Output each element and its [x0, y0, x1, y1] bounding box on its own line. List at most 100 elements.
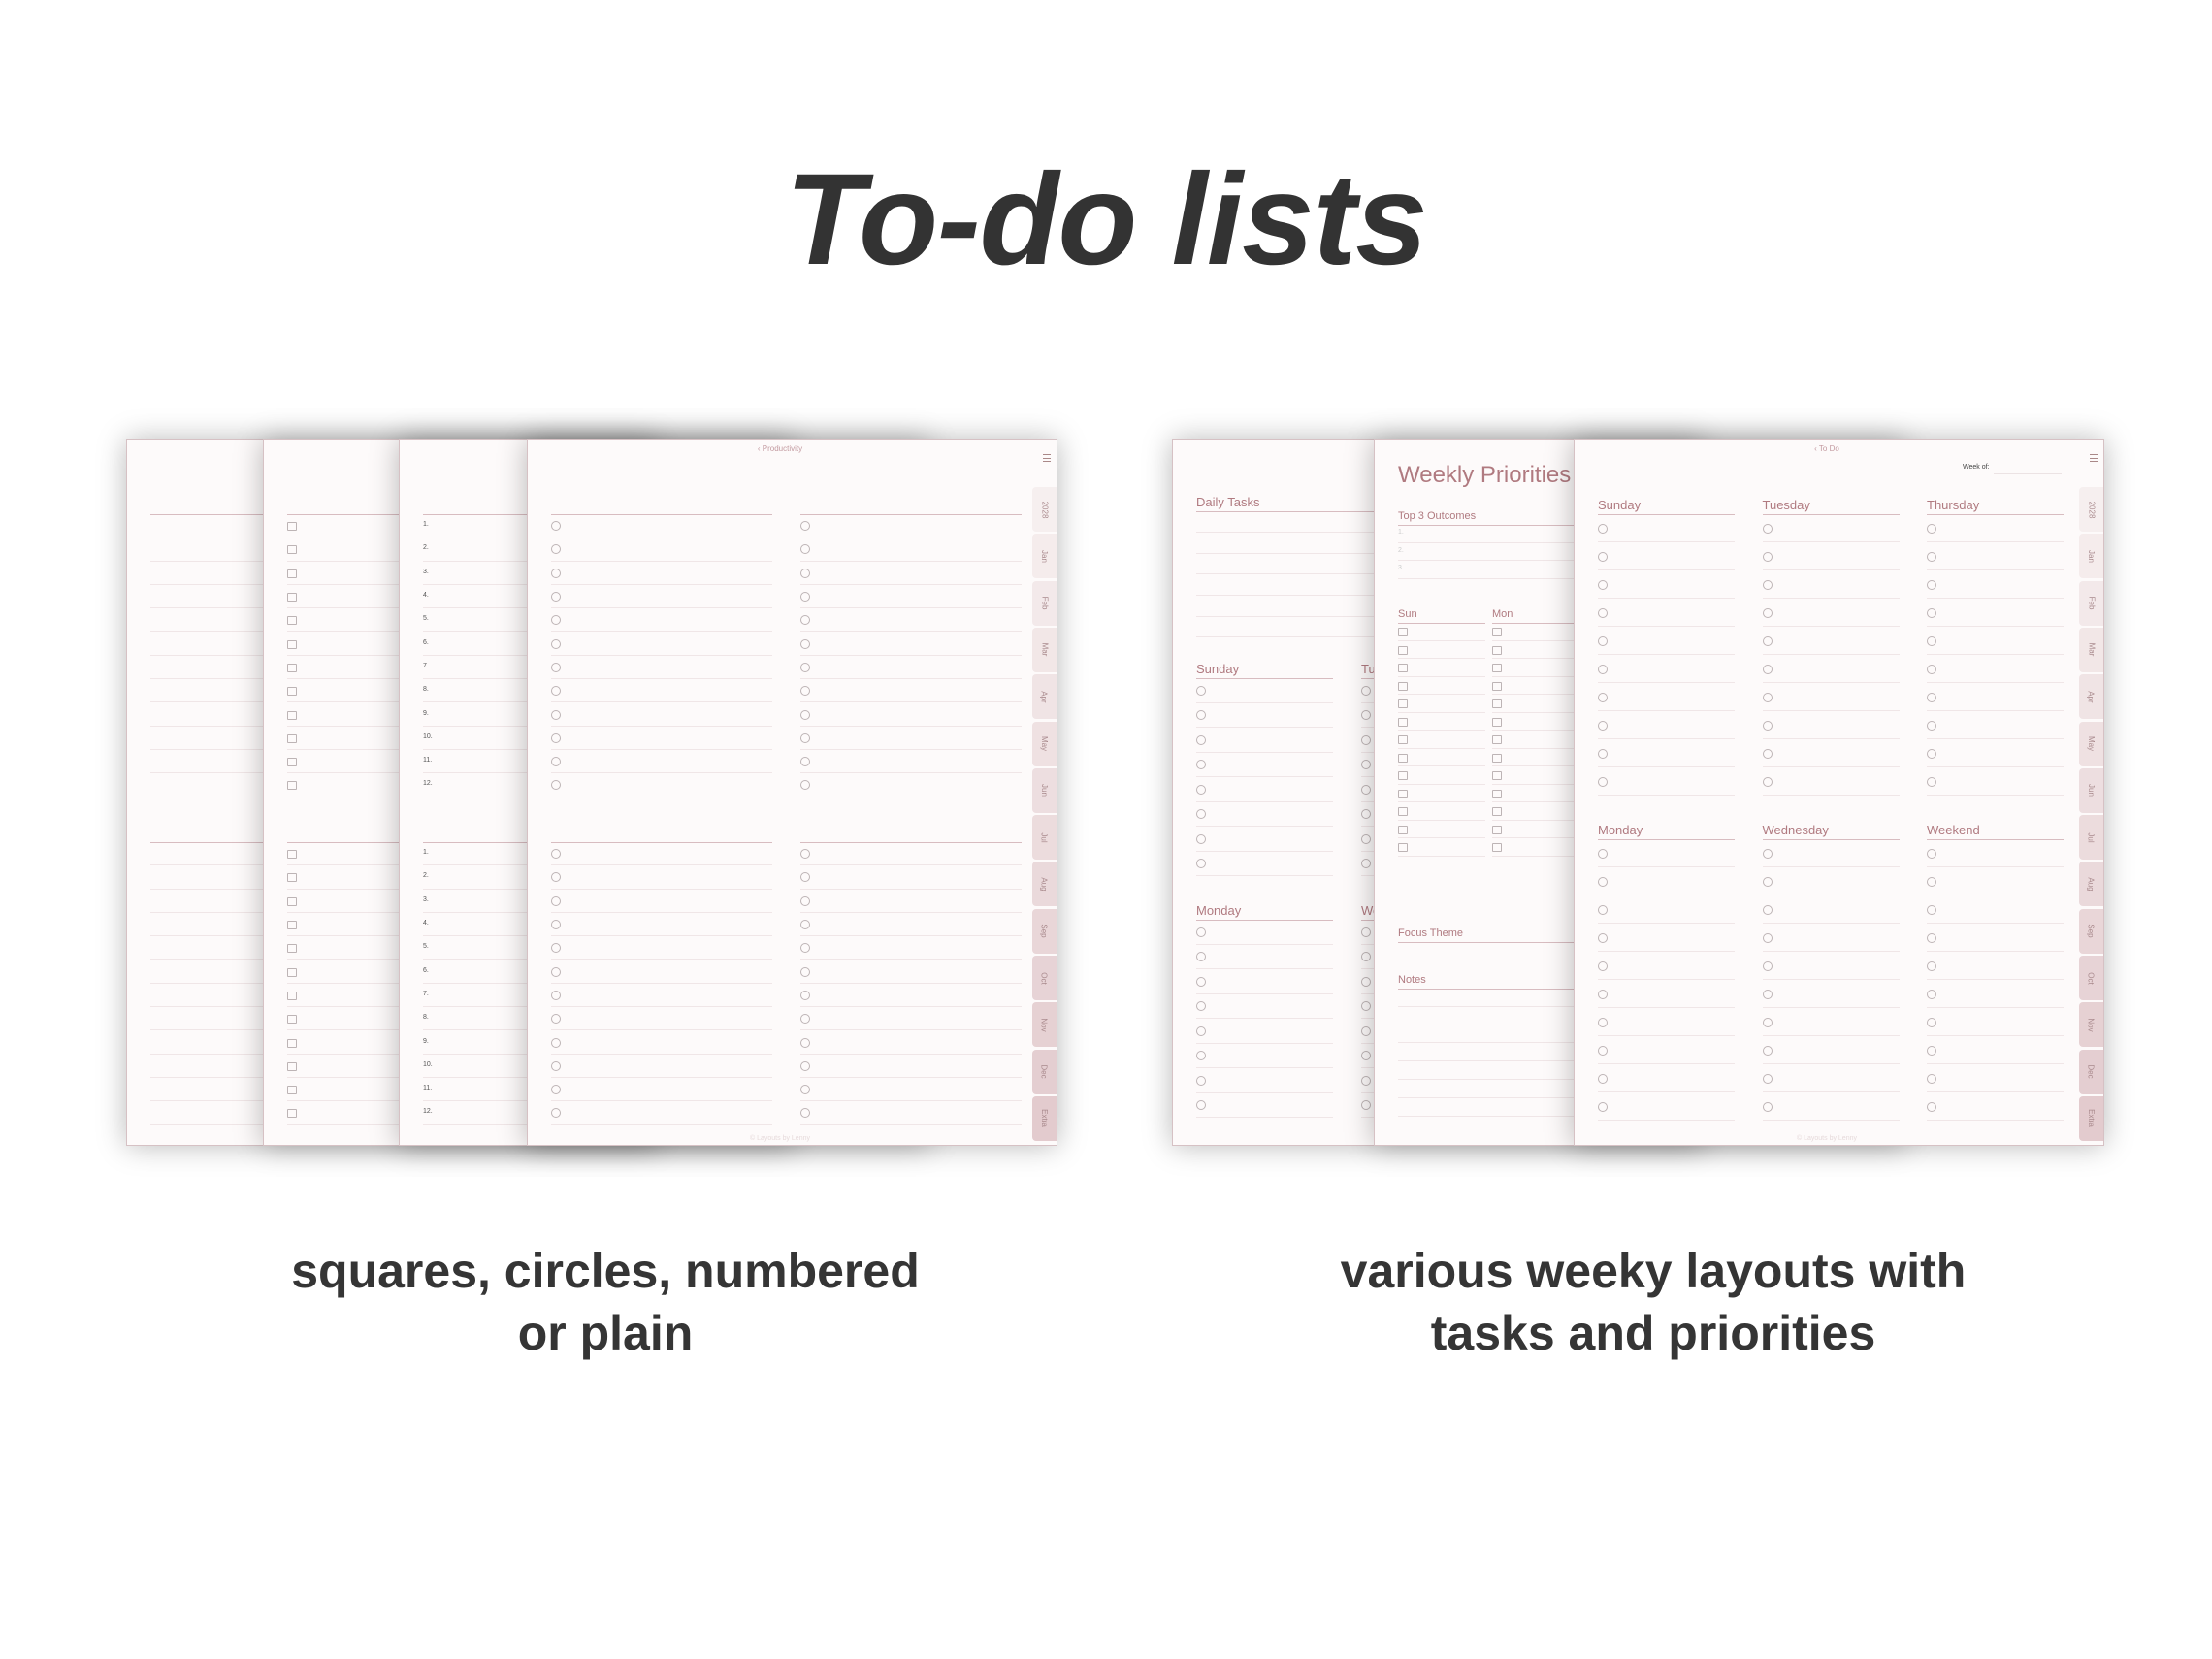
- circle-checkbox-icon[interactable]: [1927, 776, 1936, 787]
- tab-dec[interactable]: Dec: [1032, 1049, 1057, 1094]
- square-checkbox-icon[interactable]: [287, 1086, 297, 1095]
- circle-checkbox-icon[interactable]: [1361, 1075, 1371, 1086]
- list-item[interactable]: [1762, 895, 1900, 924]
- circle-checkbox-icon[interactable]: [1762, 579, 1773, 590]
- tab-jan[interactable]: Jan: [1032, 534, 1057, 579]
- square-checkbox-icon[interactable]: [1398, 699, 1408, 709]
- list-item[interactable]: [1762, 1092, 1900, 1121]
- tab-sep[interactable]: Sep: [2079, 908, 2103, 954]
- list-item[interactable]: [287, 936, 508, 960]
- circle-checkbox-icon[interactable]: [1762, 1017, 1773, 1027]
- hamburger-menu-icon[interactable]: [2090, 454, 2098, 462]
- circle-checkbox-icon[interactable]: [551, 943, 561, 954]
- square-checkbox-icon[interactable]: [287, 873, 297, 883]
- circle-checkbox-icon[interactable]: [800, 895, 810, 906]
- list-item[interactable]: [551, 633, 772, 656]
- list-item[interactable]: [1398, 731, 1485, 749]
- circle-checkbox-icon[interactable]: [1762, 848, 1773, 859]
- circle-checkbox-icon[interactable]: [1598, 664, 1608, 674]
- circle-checkbox-icon[interactable]: [1762, 1073, 1773, 1084]
- square-checkbox-icon[interactable]: [287, 687, 297, 697]
- list-item[interactable]: [1927, 739, 2064, 767]
- square-checkbox-icon[interactable]: [287, 545, 297, 555]
- list-item[interactable]: [800, 656, 1022, 680]
- list-item[interactable]: [1398, 695, 1485, 713]
- list-item[interactable]: [1927, 1036, 2064, 1064]
- circle-checkbox-icon[interactable]: [551, 592, 561, 602]
- circle-checkbox-icon[interactable]: [1927, 848, 1936, 859]
- list-item[interactable]: [551, 1055, 772, 1078]
- list-item[interactable]: [150, 679, 372, 703]
- square-checkbox-icon[interactable]: [1492, 825, 1502, 834]
- list-item[interactable]: [1927, 895, 2064, 924]
- circle-checkbox-icon[interactable]: [551, 872, 561, 883]
- list-item[interactable]: [551, 936, 772, 960]
- circle-checkbox-icon[interactable]: [1196, 952, 1206, 962]
- list-item[interactable]: [1492, 766, 1579, 785]
- circle-checkbox-icon[interactable]: [1598, 607, 1608, 618]
- hamburger-menu-icon[interactable]: [1043, 454, 1051, 462]
- square-checkbox-icon[interactable]: [1398, 645, 1408, 655]
- circle-checkbox-icon[interactable]: [1196, 1001, 1206, 1012]
- tab-oct[interactable]: Oct: [2079, 956, 2103, 1000]
- circle-checkbox-icon[interactable]: [1196, 833, 1206, 844]
- list-item[interactable]: [1196, 1019, 1333, 1044]
- tab-jan[interactable]: Jan: [2079, 534, 2103, 579]
- list-item[interactable]: [551, 1007, 772, 1031]
- square-checkbox-icon[interactable]: [1398, 735, 1408, 745]
- list-item[interactable]: [1762, 1036, 1900, 1064]
- list-item[interactable]: [287, 633, 508, 656]
- circle-checkbox-icon[interactable]: [800, 1014, 810, 1025]
- circle-checkbox-icon[interactable]: [551, 1037, 561, 1048]
- list-item[interactable]: [1598, 683, 1735, 711]
- circle-checkbox-icon[interactable]: [800, 638, 810, 649]
- list-item[interactable]: [551, 750, 772, 774]
- circle-checkbox-icon[interactable]: [551, 780, 561, 791]
- circle-checkbox-icon[interactable]: [1762, 876, 1773, 887]
- tab-extra[interactable]: Extra: [2079, 1095, 2103, 1141]
- square-checkbox-icon[interactable]: [287, 1015, 297, 1025]
- list-item[interactable]: [1196, 1068, 1333, 1093]
- list-item[interactable]: [1598, 1092, 1735, 1121]
- list-item[interactable]: [1492, 695, 1579, 713]
- circle-checkbox-icon[interactable]: [1598, 692, 1608, 702]
- list-item[interactable]: [1927, 1008, 2064, 1036]
- circle-checkbox-icon[interactable]: [800, 544, 810, 555]
- list-item[interactable]: [1598, 1008, 1735, 1036]
- circle-checkbox-icon[interactable]: [1762, 692, 1773, 702]
- list-item[interactable]: [1927, 867, 2064, 895]
- circle-checkbox-icon[interactable]: [551, 521, 561, 532]
- circle-checkbox-icon[interactable]: [800, 568, 810, 578]
- circle-checkbox-icon[interactable]: [800, 943, 810, 954]
- square-checkbox-icon[interactable]: [1398, 843, 1408, 853]
- circle-checkbox-icon[interactable]: [1598, 523, 1608, 534]
- circle-checkbox-icon[interactable]: [1927, 579, 1936, 590]
- square-checkbox-icon[interactable]: [287, 781, 297, 791]
- square-checkbox-icon[interactable]: [287, 522, 297, 532]
- circle-checkbox-icon[interactable]: [1762, 1045, 1773, 1056]
- list-item[interactable]: [1196, 1093, 1333, 1118]
- list-item[interactable]: [800, 562, 1022, 585]
- list-item[interactable]: [1196, 728, 1333, 753]
- list-item[interactable]: [1196, 920, 1333, 945]
- tab-jul[interactable]: Jul: [2079, 815, 2103, 861]
- circle-checkbox-icon[interactable]: [551, 686, 561, 697]
- circle-checkbox-icon[interactable]: [1598, 876, 1608, 887]
- list-item[interactable]: [1598, 895, 1735, 924]
- circle-checkbox-icon[interactable]: [1927, 876, 1936, 887]
- circle-checkbox-icon[interactable]: [1762, 720, 1773, 731]
- list-item[interactable]: [287, 865, 508, 890]
- circle-checkbox-icon[interactable]: [1196, 685, 1206, 696]
- circle-checkbox-icon[interactable]: [1361, 760, 1371, 770]
- list-item[interactable]: [551, 913, 772, 937]
- circle-checkbox-icon[interactable]: [1927, 720, 1936, 731]
- list-item[interactable]: [287, 562, 508, 585]
- circle-checkbox-icon[interactable]: [1361, 952, 1371, 962]
- circle-checkbox-icon[interactable]: [551, 544, 561, 555]
- list-item[interactable]: [1762, 711, 1900, 739]
- tab-extra[interactable]: Extra: [1032, 1095, 1057, 1141]
- list-item[interactable]: [551, 585, 772, 609]
- circle-checkbox-icon[interactable]: [1927, 692, 1936, 702]
- list-item[interactable]: [1398, 641, 1485, 659]
- list-item[interactable]: [1492, 749, 1579, 766]
